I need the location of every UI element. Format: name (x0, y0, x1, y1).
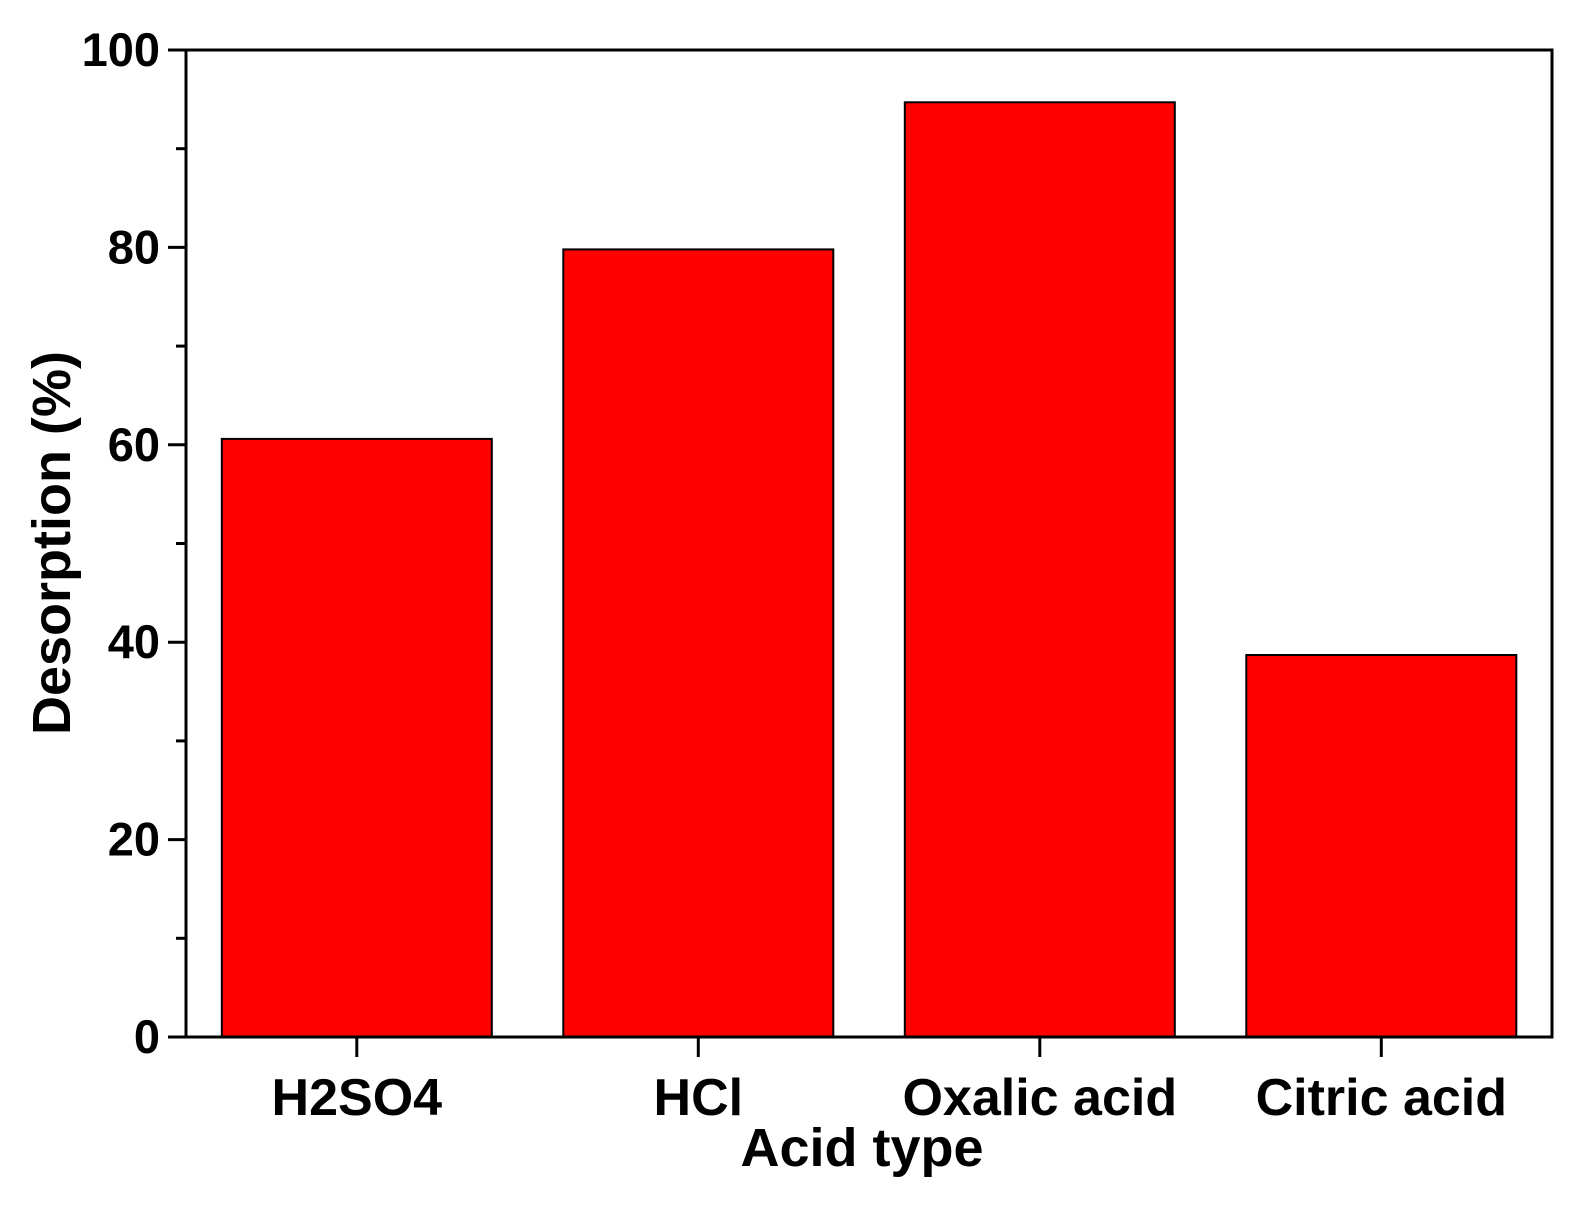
y-tick-label-3: 60 (108, 418, 160, 471)
bar-1 (562, 248, 835, 1038)
y-tick-label-5: 100 (82, 23, 160, 76)
ticks-layer (168, 48, 1383, 1057)
y-tick-label-1: 20 (108, 813, 160, 866)
bar-0 (220, 437, 493, 1038)
x-tick-label-0: H2SO4 (272, 1069, 443, 1127)
y-axis-title: Desorption (%) (22, 351, 82, 735)
bars-layer (220, 101, 1518, 1039)
labels-layer: H2SO4 HCl Oxalic acid Citric acid 0 20 40 60 80 1… (82, 23, 1507, 1127)
x-tick-label-3: Citric acid (1256, 1069, 1507, 1127)
x-tick-label-1: HCl (654, 1069, 744, 1127)
y-tick-label-0: 0 (134, 1010, 160, 1063)
y-tick-label-4: 80 (108, 220, 160, 273)
bar-2 (903, 101, 1176, 1039)
y-tick-label-2: 40 (108, 615, 160, 668)
bar-3 (1245, 654, 1518, 1038)
x-tick-label-2: Oxalic acid (902, 1069, 1177, 1127)
x-axis-title: Acid type (740, 1118, 983, 1178)
